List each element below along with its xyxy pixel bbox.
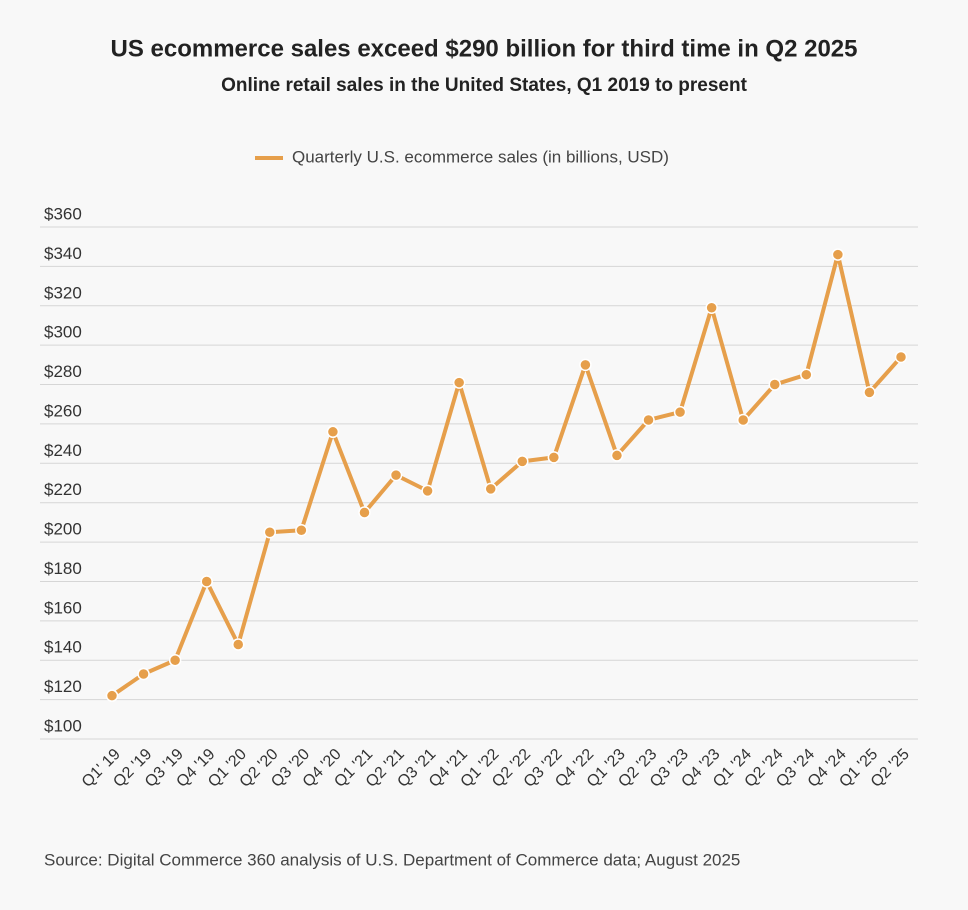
data-point <box>484 482 497 496</box>
y-tick-label: $140 <box>44 638 82 657</box>
data-point <box>263 525 277 539</box>
y-tick-label: $100 <box>44 716 82 735</box>
data-point <box>326 425 340 439</box>
data-point <box>863 386 876 399</box>
y-tick-label: $340 <box>44 244 82 263</box>
data-point <box>579 358 592 372</box>
y-tick-label: $120 <box>44 677 82 696</box>
data-point <box>736 413 750 427</box>
data-point <box>168 653 182 667</box>
data-point <box>642 413 655 427</box>
y-tick-label: $180 <box>44 559 82 578</box>
y-tick-label: $240 <box>44 441 82 460</box>
data-point <box>105 689 119 702</box>
y-tick-label: $260 <box>44 401 82 420</box>
y-tick-label: $320 <box>44 283 82 302</box>
legend-label: Quarterly U.S. ecommerce sales (in billi… <box>292 147 669 166</box>
y-tick-label: $160 <box>44 598 82 617</box>
y-tick-label: $300 <box>44 323 82 342</box>
y-tick-label: $200 <box>44 520 82 539</box>
y-tick-label: $360 <box>44 204 82 223</box>
data-point <box>610 449 624 462</box>
data-point <box>421 484 434 498</box>
data-point <box>831 248 845 261</box>
data-point <box>800 368 813 381</box>
data-point <box>358 506 371 519</box>
data-point <box>295 524 308 537</box>
y-tick-label: $280 <box>44 362 82 381</box>
data-point <box>231 638 245 651</box>
data-point <box>137 667 150 681</box>
data-point <box>768 378 782 391</box>
data-point <box>516 455 529 468</box>
source-note: Source: Digital Commerce 360 analysis of… <box>44 850 740 869</box>
data-point <box>200 575 213 588</box>
line-series <box>110 252 903 698</box>
chart-subtitle: Online retail sales in the United States… <box>221 75 748 96</box>
data-point <box>389 468 403 482</box>
data-point <box>894 350 908 364</box>
data-point <box>452 376 466 389</box>
data-point <box>705 301 718 314</box>
chart-title: US ecommerce sales exceed $290 billion f… <box>111 35 858 62</box>
data-point <box>547 451 561 464</box>
y-tick-label: $220 <box>44 480 82 499</box>
data-point <box>673 405 687 419</box>
